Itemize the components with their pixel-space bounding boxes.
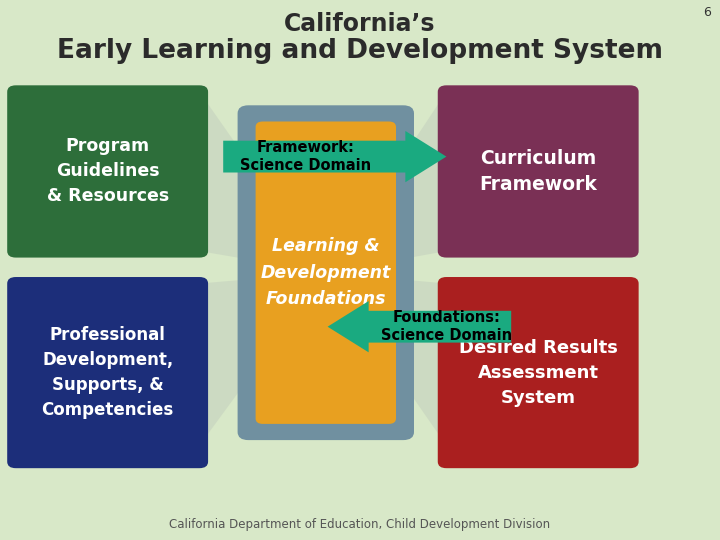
- Text: 6: 6: [703, 6, 711, 19]
- Text: Learning &
Development
Foundations: Learning & Development Foundations: [261, 237, 391, 308]
- Polygon shape: [223, 131, 446, 183]
- Polygon shape: [326, 273, 630, 446]
- Text: Framework:
Science Domain: Framework: Science Domain: [240, 140, 371, 173]
- Text: Curriculum
Framework: Curriculum Framework: [480, 148, 597, 194]
- Text: California’s: California’s: [284, 12, 436, 36]
- FancyBboxPatch shape: [438, 85, 639, 258]
- FancyBboxPatch shape: [256, 122, 396, 424]
- FancyBboxPatch shape: [7, 277, 208, 468]
- Polygon shape: [326, 92, 630, 273]
- Text: Program
Guidelines
& Resources: Program Guidelines & Resources: [47, 138, 168, 205]
- Text: California Department of Education, Child Development Division: California Department of Education, Chil…: [169, 518, 551, 531]
- FancyBboxPatch shape: [7, 85, 208, 258]
- Text: Early Learning and Development System: Early Learning and Development System: [57, 38, 663, 64]
- FancyBboxPatch shape: [238, 105, 414, 440]
- Text: Professional
Development,
Supports, &
Competencies: Professional Development, Supports, & Co…: [42, 326, 174, 419]
- Text: Foundations:
Science Domain: Foundations: Science Domain: [382, 310, 513, 343]
- FancyBboxPatch shape: [438, 277, 639, 468]
- Text: Desired Results
Assessment
System: Desired Results Assessment System: [459, 339, 618, 407]
- Polygon shape: [72, 92, 326, 273]
- Polygon shape: [72, 273, 326, 446]
- Polygon shape: [328, 301, 511, 352]
